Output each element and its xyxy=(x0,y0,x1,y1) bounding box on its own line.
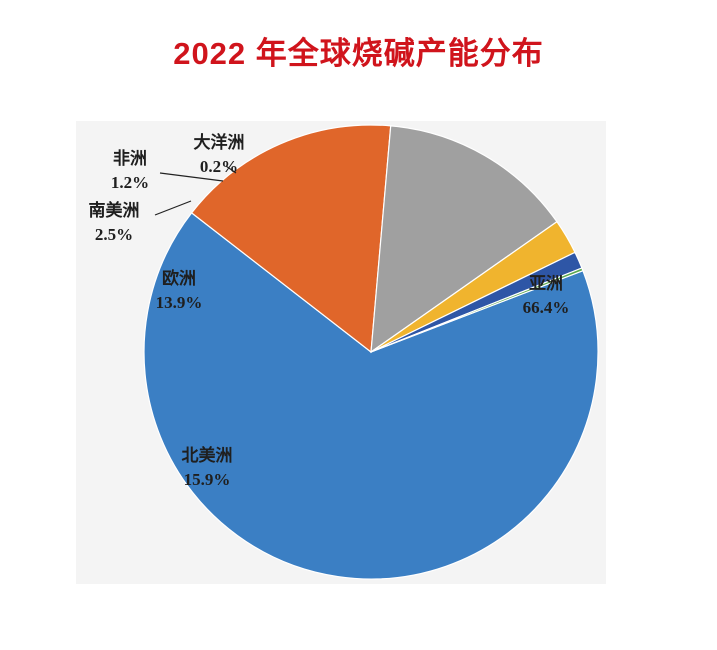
slice-value-label-4: 2.5% xyxy=(95,225,133,244)
slice-label-1: 亚洲 xyxy=(529,274,563,293)
slice-value-label-6: 0.2% xyxy=(200,157,238,176)
leader-line-6 xyxy=(225,165,237,174)
pie-slice-6 xyxy=(370,267,584,353)
pie-slice-2 xyxy=(190,124,392,354)
slice-label-6: 大洋洲 xyxy=(194,132,245,152)
slice-label-3: 欧洲 xyxy=(162,268,196,288)
pie-slice-1 xyxy=(143,212,599,580)
slice-label-2: 北美洲 xyxy=(182,445,233,465)
pie-slice-3 xyxy=(370,125,558,354)
slice-label-5: 非洲 xyxy=(113,148,147,168)
slice-value-label-1: 66.4% xyxy=(523,298,570,317)
pie-chart: 亚洲 66.4% 北美洲 15.9% 欧洲 13.9% 南美洲 2.5% 非洲 1.2% 大洋洲 0.… xyxy=(89,124,599,580)
chart-title: 2022 年全球烧碱产能分布 xyxy=(173,36,544,71)
chart-area: 亚洲 66.4% 北美洲 15.9% 欧洲 13.9% 南美洲 2.5% 非洲 1.2% 大洋洲 0.… xyxy=(76,121,606,584)
slice-value-label-2: 15.9% xyxy=(184,470,231,489)
slice-value-label-3: 13.9% xyxy=(156,293,203,312)
leader-line-5 xyxy=(159,172,224,182)
leader-line-4 xyxy=(154,200,192,216)
slice-value-label-5: 1.2% xyxy=(111,173,149,192)
slice-label-4: 南美洲 xyxy=(89,200,140,220)
